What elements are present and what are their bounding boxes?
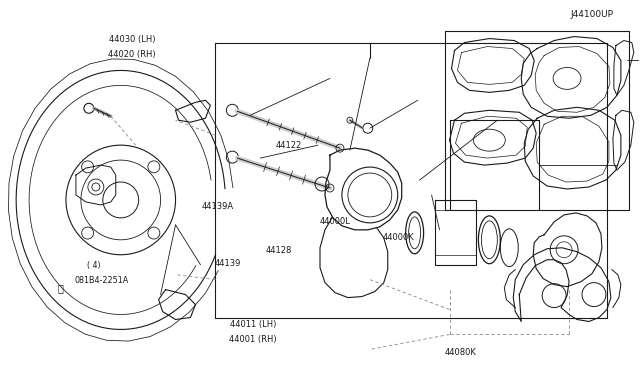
Text: 44000K: 44000K (383, 233, 414, 243)
Text: 44030 (LH): 44030 (LH) (109, 35, 155, 44)
Text: 44080K: 44080K (444, 348, 476, 357)
Text: 44001 (RH): 44001 (RH) (229, 335, 277, 344)
Text: ( 4): ( 4) (87, 261, 101, 270)
Text: 44011 (LH): 44011 (LH) (230, 321, 276, 330)
Text: 081B4-2251A: 081B4-2251A (74, 276, 129, 285)
Text: J44100UP: J44100UP (570, 10, 613, 19)
Text: 44020 (RH): 44020 (RH) (108, 50, 156, 59)
Text: Ⓑ: Ⓑ (58, 283, 63, 293)
Text: 44139: 44139 (215, 259, 241, 268)
Text: 44000L: 44000L (320, 217, 351, 226)
Text: 44139A: 44139A (202, 202, 234, 211)
Text: 44122: 44122 (275, 141, 301, 150)
Text: 44128: 44128 (266, 246, 292, 255)
